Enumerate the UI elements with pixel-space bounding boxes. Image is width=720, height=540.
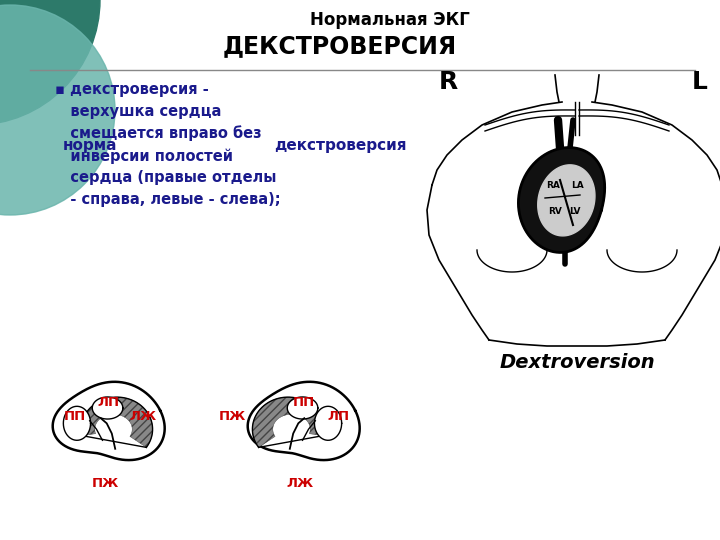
Polygon shape [92, 397, 123, 419]
Text: ЛП: ЛП [327, 410, 349, 423]
Polygon shape [63, 406, 91, 440]
Polygon shape [253, 397, 324, 448]
Text: ЛЖ: ЛЖ [130, 410, 156, 423]
Polygon shape [538, 165, 595, 236]
Text: Dextroversion: Dextroversion [499, 353, 654, 372]
Text: норма: норма [63, 138, 117, 153]
Circle shape [0, 5, 115, 215]
Text: Нормальная ЭКГ: Нормальная ЭКГ [310, 11, 470, 29]
Text: ПП: ПП [64, 410, 86, 423]
Circle shape [0, 0, 100, 125]
Text: ПП: ПП [293, 396, 315, 409]
Text: R: R [438, 70, 458, 94]
Text: LA: LA [571, 181, 583, 191]
Text: ЛЖ: ЛЖ [287, 477, 314, 490]
Text: декстроверсия: декстроверсия [274, 138, 406, 153]
Polygon shape [81, 397, 153, 448]
Polygon shape [518, 147, 605, 252]
Text: RV: RV [548, 207, 562, 217]
Text: RA: RA [546, 181, 560, 191]
Polygon shape [315, 406, 342, 440]
Text: ДЕКСТРОВЕРСИЯ: ДЕКСТРОВЕРСИЯ [223, 34, 457, 58]
Text: ПЖ: ПЖ [91, 477, 119, 490]
Text: LV: LV [570, 207, 581, 217]
Text: ПЖ: ПЖ [218, 410, 246, 423]
Polygon shape [53, 382, 165, 460]
Polygon shape [248, 382, 360, 460]
Text: L: L [692, 70, 708, 94]
Text: ЛП: ЛП [98, 396, 120, 409]
Polygon shape [287, 397, 318, 419]
Text: ▪ декстроверсия -
   верхушка сердца
   смещается вправо без
   инверсии полосте: ▪ декстроверсия - верхушка сердца смещае… [55, 82, 281, 207]
